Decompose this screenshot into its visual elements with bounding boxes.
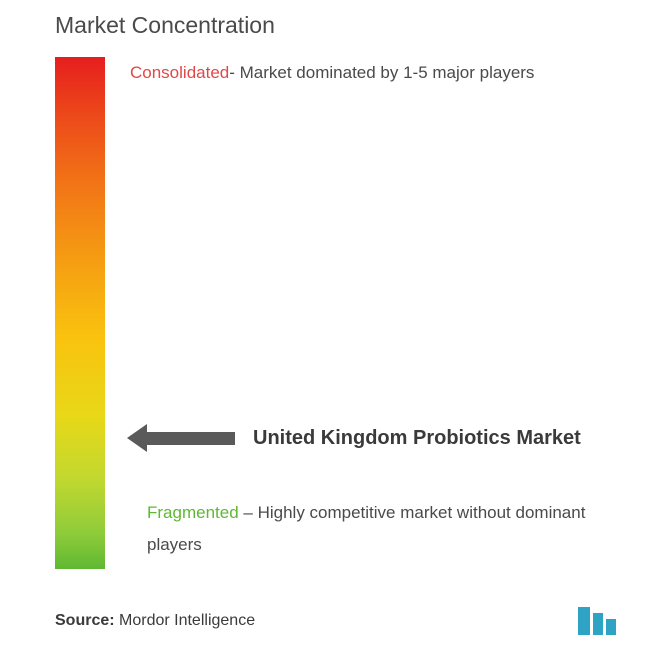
mordor-logo-icon [578,607,616,635]
fragmented-description: Fragmented – Highly competitive market w… [147,497,616,562]
page-title: Market Concentration [55,12,616,39]
market-label: United Kingdom Probiotics Market [253,427,581,450]
arrow-left-icon [127,424,235,452]
concentration-gradient-bar [55,57,105,569]
source-text: Source: Mordor Intelligence [55,612,255,630]
content-area: Consolidated- Market dominated by 1-5 ma… [55,57,616,569]
consolidated-highlight: Consolidated [130,63,229,82]
market-marker: United Kingdom Probiotics Market [127,424,581,452]
footer: Source: Mordor Intelligence [55,607,616,635]
consolidated-text: - Market dominated by 1-5 major players [229,63,534,82]
fragmented-highlight: Fragmented [147,503,239,522]
descriptions-panel: Consolidated- Market dominated by 1-5 ma… [130,57,616,569]
consolidated-description: Consolidated- Market dominated by 1-5 ma… [130,57,616,89]
source-label: Source: [55,612,119,629]
source-value: Mordor Intelligence [119,612,255,629]
